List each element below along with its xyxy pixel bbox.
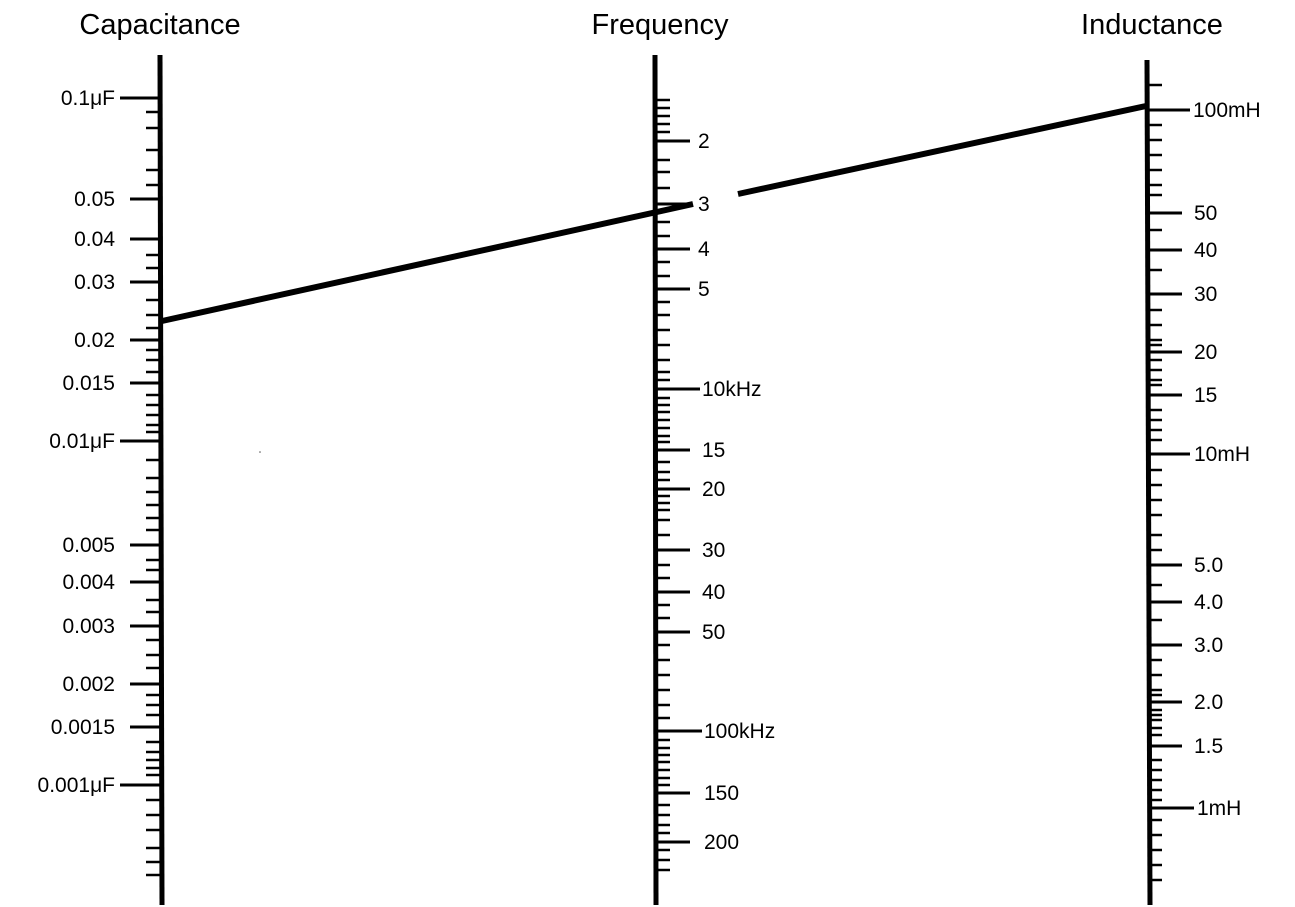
inductance-axis bbox=[1144, 59, 1153, 906]
freq-label: 30 bbox=[702, 539, 725, 562]
solution-line-segment-2 bbox=[737, 103, 1147, 197]
cap-label: 0.004 bbox=[62, 571, 115, 594]
freq-label: 3 bbox=[698, 193, 710, 216]
capacitance-title: Capacitance bbox=[79, 9, 240, 41]
ind-label: 15 bbox=[1194, 384, 1217, 407]
cap-label: 0.03 bbox=[74, 271, 115, 294]
speck bbox=[259, 451, 261, 453]
freq-label: 50 bbox=[702, 621, 725, 644]
ind-label: 1mH bbox=[1197, 797, 1241, 820]
frequency-scale-labels: 2 3 4 5 10kHz 15 20 30 40 50 100kHz 150 … bbox=[655, 130, 775, 854]
cap-label: 0.02 bbox=[74, 329, 115, 352]
freq-label: 2 bbox=[698, 130, 710, 153]
inductance-title: Inductance bbox=[1081, 9, 1223, 41]
freq-label: 20 bbox=[702, 478, 725, 501]
cap-label: 0.005 bbox=[62, 534, 115, 557]
freq-label: 100kHz bbox=[704, 720, 775, 743]
freq-label: 10kHz bbox=[702, 378, 762, 401]
freq-label: 4 bbox=[698, 238, 710, 261]
frequency-axis bbox=[652, 54, 659, 906]
freq-label: 150 bbox=[704, 782, 739, 805]
frequency-title: Frequency bbox=[591, 9, 729, 41]
ind-label: 40 bbox=[1194, 239, 1217, 262]
ind-label: 20 bbox=[1194, 341, 1217, 364]
ind-label: 2.0 bbox=[1194, 691, 1223, 714]
cap-label: 0.003 bbox=[62, 615, 115, 638]
ind-label: 50 bbox=[1194, 202, 1217, 225]
freq-label: 40 bbox=[702, 581, 725, 604]
cap-label: 0.0015 bbox=[51, 716, 115, 739]
cap-label: 0.1μF bbox=[61, 87, 115, 110]
cap-label: 0.002 bbox=[62, 673, 115, 696]
cap-label: 0.04 bbox=[74, 228, 115, 251]
ind-label: 4.0 bbox=[1194, 591, 1223, 614]
ind-label: 30 bbox=[1194, 283, 1217, 306]
ind-label: 1.5 bbox=[1194, 735, 1223, 758]
capacitance-axis bbox=[157, 54, 165, 906]
freq-label: 5 bbox=[698, 278, 710, 301]
capacitance-minor-ticks bbox=[146, 110, 160, 877]
cap-label: 0.015 bbox=[62, 372, 115, 395]
cap-label: 0.01μF bbox=[49, 430, 115, 453]
ind-label: 3.0 bbox=[1194, 634, 1223, 657]
ind-label: 10mH bbox=[1194, 443, 1250, 466]
capacitance-scale-labels: 0.1μF 0.05 0.04 0.03 0.02 0.015 0.01μF 0… bbox=[38, 87, 160, 797]
inductance-scale-labels: 100mH 50 40 30 20 15 10mH 5.0 4.0 3.0 2.… bbox=[1148, 99, 1261, 820]
cap-label: 0.001μF bbox=[38, 774, 115, 797]
ind-label: 5.0 bbox=[1194, 554, 1223, 577]
freq-label: 15 bbox=[702, 439, 725, 462]
cap-label: 0.05 bbox=[74, 188, 115, 211]
inductance-minor-ticks bbox=[1148, 83, 1162, 882]
frequency-minor-ticks bbox=[656, 98, 670, 872]
solution-line-segment-1 bbox=[161, 201, 694, 324]
freq-label: 200 bbox=[704, 831, 739, 854]
ind-label: 100mH bbox=[1193, 99, 1261, 122]
